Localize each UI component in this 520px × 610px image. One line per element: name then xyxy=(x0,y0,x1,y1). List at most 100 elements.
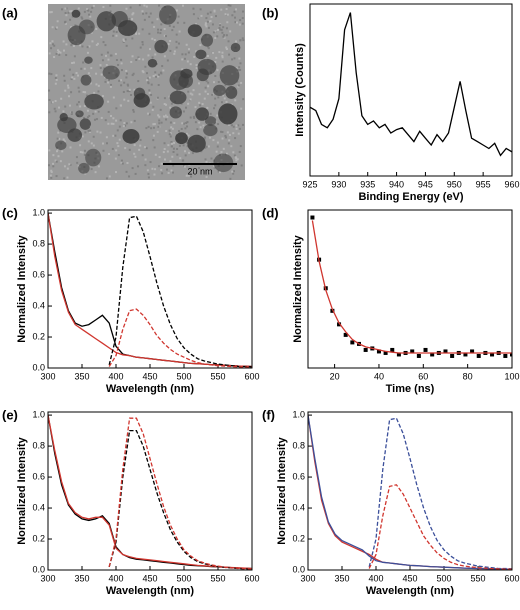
tem-noise xyxy=(127,84,130,87)
tem-noise xyxy=(91,6,94,9)
tem-noise xyxy=(148,32,151,35)
tem-noise xyxy=(100,36,103,39)
tem-noise xyxy=(181,159,184,162)
tem-noise xyxy=(188,151,191,154)
tem-noise xyxy=(223,34,226,37)
tem-noise xyxy=(138,57,141,60)
tem-noise xyxy=(123,98,126,101)
tem-noise xyxy=(189,63,192,66)
tem-noise xyxy=(132,12,135,15)
tem-noise xyxy=(139,144,142,147)
data-line xyxy=(48,414,252,570)
tem-noise xyxy=(59,51,62,54)
nanoparticle xyxy=(79,118,91,130)
tem-noise xyxy=(90,67,93,70)
tem-noise xyxy=(211,93,214,96)
tem-noise xyxy=(172,25,175,28)
tem-noise xyxy=(150,93,153,96)
tem-noise xyxy=(177,129,180,132)
tem-noise xyxy=(117,145,120,148)
tem-noise xyxy=(99,67,102,70)
nanoparticle xyxy=(159,5,177,25)
tem-noise xyxy=(90,168,93,171)
tem-noise xyxy=(225,48,228,51)
y-axis-label: Normalized Intensity xyxy=(16,436,28,544)
x-tick-label: 400 xyxy=(108,573,123,583)
tem-noise xyxy=(68,68,71,71)
tem-noise xyxy=(156,96,159,99)
tem-noise xyxy=(106,142,109,145)
tem-noise xyxy=(120,79,123,82)
nanoparticle xyxy=(80,74,92,86)
tem-noise xyxy=(112,122,115,125)
tem-noise xyxy=(120,62,123,65)
tem-noise xyxy=(205,160,208,163)
tem-noise xyxy=(189,116,192,119)
tem-noise xyxy=(131,74,134,77)
tem-noise xyxy=(52,162,55,165)
nanoparticle xyxy=(230,42,241,53)
tem-noise xyxy=(207,85,210,88)
tem-noise xyxy=(226,21,229,24)
tem-noise xyxy=(67,11,70,14)
tem-noise xyxy=(237,132,240,135)
tem-noise xyxy=(61,8,64,11)
tem-noise xyxy=(157,114,160,117)
tem-noise xyxy=(83,153,86,156)
tem-noise xyxy=(137,56,140,59)
tem-noise xyxy=(125,69,128,72)
y-tick-label: 0.2 xyxy=(32,331,45,341)
tem-noise xyxy=(95,83,98,86)
tem-noise xyxy=(72,45,75,48)
tem-noise xyxy=(93,91,96,94)
tem-noise xyxy=(180,127,183,130)
tem-noise xyxy=(240,164,243,167)
tem-noise xyxy=(151,21,154,24)
tem-noise xyxy=(158,4,161,7)
tem-noise xyxy=(170,126,173,129)
tem-noise xyxy=(173,52,176,55)
tem-noise xyxy=(241,10,244,13)
tem-noise xyxy=(204,158,207,161)
tem-noise xyxy=(56,49,59,52)
data-line xyxy=(311,220,512,354)
data-line xyxy=(48,414,252,570)
tem-noise xyxy=(108,175,111,178)
tem-noise xyxy=(169,49,172,52)
tem-noise xyxy=(79,151,82,154)
tem-noise xyxy=(237,69,240,72)
nanoparticle xyxy=(71,9,81,18)
tem-noise xyxy=(187,102,190,105)
tem-noise xyxy=(221,56,224,59)
tem-noise xyxy=(91,40,94,43)
nanoparticle xyxy=(218,103,238,125)
data-point xyxy=(510,352,512,357)
tem-noise xyxy=(55,52,58,55)
tem-noise xyxy=(96,130,99,133)
tem-noise xyxy=(242,39,245,42)
tem-noise xyxy=(163,27,166,30)
x-tick-label: 500 xyxy=(176,573,191,583)
tem-noise xyxy=(131,13,134,16)
tem-noise xyxy=(76,161,79,164)
tem-noise xyxy=(168,129,171,132)
tem-noise xyxy=(99,131,102,134)
tem-noise xyxy=(86,51,89,54)
panel-label: (c) xyxy=(2,205,18,220)
tem-noise xyxy=(58,137,61,140)
tem-noise xyxy=(88,13,91,16)
tem-noise xyxy=(200,14,203,17)
tem-noise xyxy=(214,37,217,40)
x-axis-label: Wavelength (nm) xyxy=(106,383,195,395)
tem-noise xyxy=(179,157,182,160)
tem-noise xyxy=(51,40,54,43)
tem-noise xyxy=(70,91,73,94)
tem-noise xyxy=(107,81,110,84)
y-tick-label: 0.2 xyxy=(32,533,45,543)
tem-noise xyxy=(63,140,66,143)
tem-noise xyxy=(163,158,166,161)
tem-noise xyxy=(195,50,198,53)
tem-noise xyxy=(89,82,92,85)
tem-noise xyxy=(163,103,166,106)
x-tick-label: 955 xyxy=(476,179,491,189)
